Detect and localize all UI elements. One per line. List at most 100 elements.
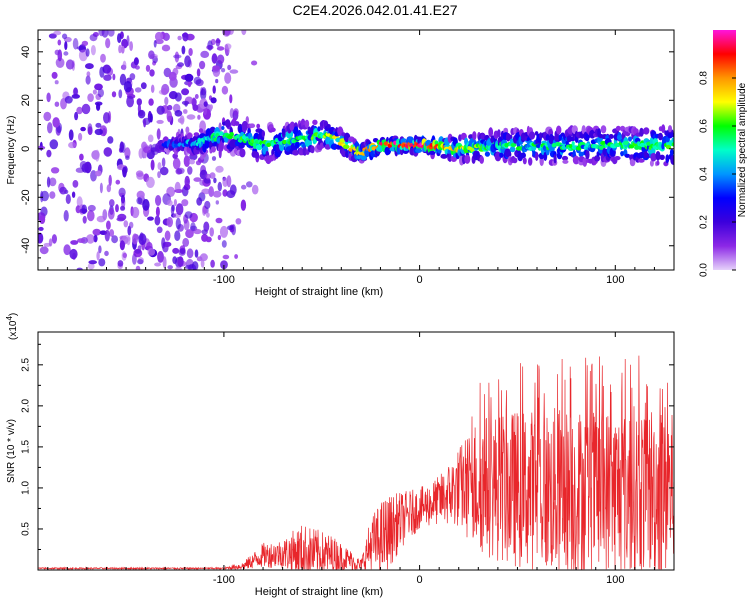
band-mark	[535, 151, 539, 161]
noise-blob	[194, 94, 199, 99]
noise-blob	[49, 177, 57, 187]
noise-blob	[96, 215, 106, 223]
noise-blob	[53, 30, 62, 36]
band-mark	[539, 132, 543, 139]
band-mark	[669, 148, 674, 156]
noise-blob	[38, 232, 44, 244]
band-mark	[261, 130, 265, 138]
band-mark	[210, 146, 216, 153]
band-mark	[317, 126, 321, 132]
band-mark	[608, 134, 614, 139]
noise-blob	[136, 190, 145, 200]
noise-blob	[161, 157, 166, 168]
band-mark	[509, 146, 516, 153]
noise-blob	[211, 53, 218, 64]
noise-blob	[212, 85, 216, 94]
colorbar-tick-label: 0.2	[699, 215, 710, 229]
noise-blob	[221, 85, 229, 95]
noise-blob	[105, 38, 111, 49]
x-tick-label: 100	[606, 574, 624, 586]
noise-blob	[47, 122, 53, 134]
noise-blob	[39, 215, 46, 225]
noise-blob	[241, 30, 247, 36]
noise-blob	[39, 246, 49, 255]
noise-blob	[229, 94, 233, 104]
band-mark	[249, 123, 256, 128]
noise-blob	[126, 35, 130, 47]
noise-blob	[156, 128, 161, 140]
noise-blob	[81, 103, 91, 115]
noise-blob	[203, 221, 210, 232]
band-core	[342, 144, 350, 149]
noise-blob	[55, 57, 65, 68]
noise-blob	[233, 108, 239, 116]
page-title: C2E4.2026.042.01.41.E27	[292, 2, 458, 18]
noise-blob	[49, 139, 59, 150]
noise-blob	[117, 213, 127, 221]
noise-blob	[181, 88, 190, 96]
noise-blob	[102, 64, 112, 74]
x-tick-label: 0	[417, 274, 423, 286]
noise-blob	[193, 76, 202, 85]
y-tick-label: 1.5	[21, 440, 32, 454]
noise-blob	[126, 236, 131, 246]
noise-blob	[81, 40, 89, 47]
band-mark	[234, 121, 240, 126]
band-mark	[658, 132, 663, 141]
noise-blob	[111, 235, 118, 244]
noise-blob	[164, 96, 169, 106]
band-mark	[556, 125, 562, 135]
band-mark	[655, 151, 661, 161]
noise-blob	[193, 177, 202, 182]
band-core	[282, 139, 288, 145]
noise-blob	[226, 175, 232, 188]
noise-blob	[174, 230, 181, 241]
noise-blob	[210, 259, 215, 268]
noise-blob	[172, 256, 178, 264]
noise-blob	[132, 233, 138, 245]
noise-blob	[251, 184, 259, 195]
noise-blob	[168, 71, 177, 81]
noise-blob	[219, 225, 229, 238]
noise-blob	[156, 105, 165, 115]
noise-blob	[175, 266, 182, 270]
noise-blob	[174, 92, 182, 102]
noise-blob	[69, 248, 78, 260]
noise-blob	[134, 87, 142, 93]
noise-blob	[217, 181, 222, 192]
noise-blob	[95, 122, 102, 128]
band-mark	[294, 141, 300, 149]
band-mark	[665, 154, 670, 164]
noise-blob	[209, 227, 214, 237]
noise-blob	[104, 229, 110, 242]
x-axis-label: Height of straight line (km)	[255, 586, 383, 598]
y-tick-label: -40	[20, 238, 32, 254]
x-tick-label: 0	[417, 574, 423, 586]
noise-blob	[98, 30, 105, 37]
band-mark	[582, 157, 588, 167]
noise-blob	[251, 60, 258, 66]
noise-blob	[176, 167, 185, 174]
noise-blob	[137, 109, 146, 119]
noise-blob	[173, 199, 177, 206]
noise-blob	[65, 59, 75, 70]
noise-blob	[217, 234, 222, 241]
noise-blob	[184, 73, 194, 82]
noise-blob	[156, 226, 163, 234]
band-mark	[479, 155, 485, 164]
noise-blob	[142, 199, 150, 211]
noise-blob	[153, 40, 157, 48]
noise-blob	[46, 149, 52, 158]
noise-blob	[133, 57, 139, 66]
noise-blob	[78, 132, 83, 141]
y-multiplier-label: (x104)	[5, 313, 19, 340]
noise-blob	[185, 126, 190, 134]
noise-blob	[182, 237, 190, 247]
noise-blob	[205, 236, 212, 243]
noise-blob	[50, 167, 60, 174]
noise-blob	[40, 190, 44, 203]
noise-blob	[129, 73, 136, 81]
noise-blob	[170, 205, 175, 216]
noise-blob	[221, 68, 226, 73]
